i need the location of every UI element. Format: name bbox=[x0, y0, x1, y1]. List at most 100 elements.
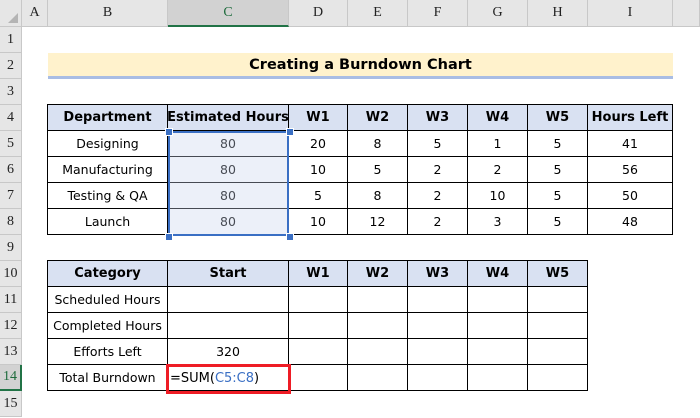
selection-handle[interactable] bbox=[286, 233, 294, 241]
row-header-15[interactable]: 15 bbox=[0, 391, 22, 417]
department-table-cell[interactable]: 20 bbox=[288, 130, 348, 157]
selection-handle[interactable] bbox=[165, 233, 173, 241]
department-table-cell[interactable]: 12 bbox=[347, 208, 408, 235]
burndown-table-cell[interactable] bbox=[347, 338, 408, 365]
department-table-cell[interactable]: 41 bbox=[587, 130, 673, 157]
row-header-6[interactable]: 6 bbox=[0, 157, 22, 183]
department-table-header-cell[interactable]: W2 bbox=[347, 104, 408, 131]
burndown-table-cell[interactable] bbox=[407, 364, 468, 391]
burndown-table-cell[interactable]: Scheduled Hours bbox=[47, 286, 168, 313]
row-header-10[interactable]: 10 bbox=[0, 261, 22, 287]
department-table-cell[interactable]: Testing & QA bbox=[47, 182, 168, 209]
burndown-table-header-cell[interactable]: W1 bbox=[288, 260, 348, 287]
burndown-table-header-cell[interactable]: Category bbox=[47, 260, 168, 287]
burndown-table-cell[interactable] bbox=[467, 364, 528, 391]
department-table-header-cell[interactable]: Hours Left bbox=[587, 104, 673, 131]
column-header-a[interactable]: A bbox=[22, 0, 48, 27]
burndown-table-cell[interactable] bbox=[407, 312, 468, 339]
department-table-header-cell[interactable]: W5 bbox=[527, 104, 588, 131]
department-table-cell[interactable]: 2 bbox=[407, 208, 468, 235]
row-header-9[interactable]: 9 bbox=[0, 235, 22, 261]
department-table-header-cell[interactable]: W3 bbox=[407, 104, 468, 131]
burndown-table-header-cell[interactable]: W2 bbox=[347, 260, 408, 287]
department-table-cell[interactable]: 5 bbox=[527, 182, 588, 209]
burndown-table-cell[interactable] bbox=[407, 338, 468, 365]
department-table-cell[interactable]: 8 bbox=[347, 130, 408, 157]
burndown-table-header-cell[interactable]: W3 bbox=[407, 260, 468, 287]
burndown-table-cell[interactable] bbox=[167, 312, 289, 339]
row-header-14[interactable]: 14 bbox=[0, 365, 22, 391]
department-table-cell[interactable]: 5 bbox=[347, 156, 408, 183]
burndown-table-cell[interactable] bbox=[467, 286, 528, 313]
department-table-cell[interactable]: 80 bbox=[167, 182, 289, 209]
burndown-table-header-cell[interactable]: Start bbox=[167, 260, 289, 287]
row-header-8[interactable]: 8 bbox=[0, 209, 22, 235]
row-header-3[interactable]: 3 bbox=[0, 79, 22, 105]
burndown-table-cell[interactable] bbox=[288, 286, 348, 313]
row-header-11[interactable]: 11 bbox=[0, 287, 22, 313]
department-table-cell[interactable]: 2 bbox=[407, 182, 468, 209]
burndown-table-cell[interactable] bbox=[407, 286, 468, 313]
column-header-c[interactable]: C bbox=[168, 0, 289, 27]
burndown-table-cell[interactable] bbox=[527, 364, 588, 391]
department-table-cell[interactable]: 5 bbox=[288, 182, 348, 209]
column-header-blank[interactable] bbox=[673, 0, 700, 27]
column-header-g[interactable]: G bbox=[468, 0, 528, 27]
department-table-cell[interactable]: 5 bbox=[527, 208, 588, 235]
burndown-table-cell[interactable] bbox=[527, 312, 588, 339]
department-table-cell[interactable]: 2 bbox=[467, 156, 528, 183]
row-header-4[interactable]: 4 bbox=[0, 105, 22, 131]
select-all-button[interactable] bbox=[0, 0, 22, 27]
column-header-d[interactable]: D bbox=[289, 0, 348, 27]
column-header-f[interactable]: F bbox=[408, 0, 468, 27]
burndown-table-header-cell[interactable]: W5 bbox=[527, 260, 588, 287]
department-table-cell[interactable]: 8 bbox=[347, 182, 408, 209]
column-header-e[interactable]: E bbox=[348, 0, 408, 27]
formula-input[interactable]: =SUM(C5:C8) bbox=[168, 365, 289, 391]
department-table-cell[interactable]: Manufacturing bbox=[47, 156, 168, 183]
column-header-h[interactable]: H bbox=[528, 0, 588, 27]
department-table-cell[interactable]: 80 bbox=[167, 208, 289, 235]
burndown-table-cell[interactable] bbox=[467, 338, 528, 365]
burndown-table-cell[interactable] bbox=[527, 338, 588, 365]
burndown-table-cell[interactable] bbox=[527, 286, 588, 313]
burndown-table-cell[interactable] bbox=[347, 364, 408, 391]
burndown-table-cell[interactable] bbox=[288, 338, 348, 365]
burndown-table-cell[interactable] bbox=[347, 286, 408, 313]
selection-handle[interactable] bbox=[286, 128, 294, 136]
burndown-table-cell[interactable] bbox=[347, 312, 408, 339]
burndown-table-cell[interactable]: Efforts Left bbox=[47, 338, 168, 365]
department-table-cell[interactable]: 50 bbox=[587, 182, 673, 209]
department-table-header-cell[interactable]: Department bbox=[47, 104, 168, 131]
selection-handle[interactable] bbox=[165, 128, 173, 136]
burndown-table-cell[interactable] bbox=[288, 312, 348, 339]
department-table-cell[interactable]: 10 bbox=[288, 156, 348, 183]
department-table-cell[interactable]: 5 bbox=[527, 130, 588, 157]
department-table-cell[interactable]: 5 bbox=[407, 130, 468, 157]
department-table-cell[interactable]: 80 bbox=[167, 130, 289, 157]
department-table-cell[interactable]: 48 bbox=[587, 208, 673, 235]
row-header-5[interactable]: 5 bbox=[0, 131, 22, 157]
burndown-table-cell[interactable] bbox=[467, 312, 528, 339]
department-table-cell[interactable]: 10 bbox=[288, 208, 348, 235]
department-table-cell[interactable]: 3 bbox=[467, 208, 528, 235]
department-table-cell[interactable]: 80 bbox=[167, 156, 289, 183]
row-header-1[interactable]: 1 bbox=[0, 27, 22, 53]
row-header-12[interactable]: 12 bbox=[0, 313, 22, 339]
burndown-table-cell[interactable]: Completed Hours bbox=[47, 312, 168, 339]
department-table-cell[interactable]: Designing bbox=[47, 130, 168, 157]
row-header-7[interactable]: 7 bbox=[0, 183, 22, 209]
department-table-header-cell[interactable]: Estimated Hours bbox=[167, 104, 289, 131]
department-table-cell[interactable]: 56 bbox=[587, 156, 673, 183]
column-header-b[interactable]: B bbox=[48, 0, 168, 27]
department-table-header-cell[interactable]: W4 bbox=[467, 104, 528, 131]
department-table-cell[interactable]: 10 bbox=[467, 182, 528, 209]
row-header-2[interactable]: 2 bbox=[0, 53, 22, 79]
burndown-table-cell[interactable]: 320 bbox=[167, 338, 289, 365]
burndown-table-header-cell[interactable]: W4 bbox=[467, 260, 528, 287]
column-header-i[interactable]: I bbox=[588, 0, 673, 27]
department-table-cell[interactable]: 1 bbox=[467, 130, 528, 157]
department-table-cell[interactable]: Launch bbox=[47, 208, 168, 235]
burndown-table-cell[interactable]: Total Burndown bbox=[47, 364, 168, 391]
row-header-13[interactable]: 13 bbox=[0, 339, 22, 365]
